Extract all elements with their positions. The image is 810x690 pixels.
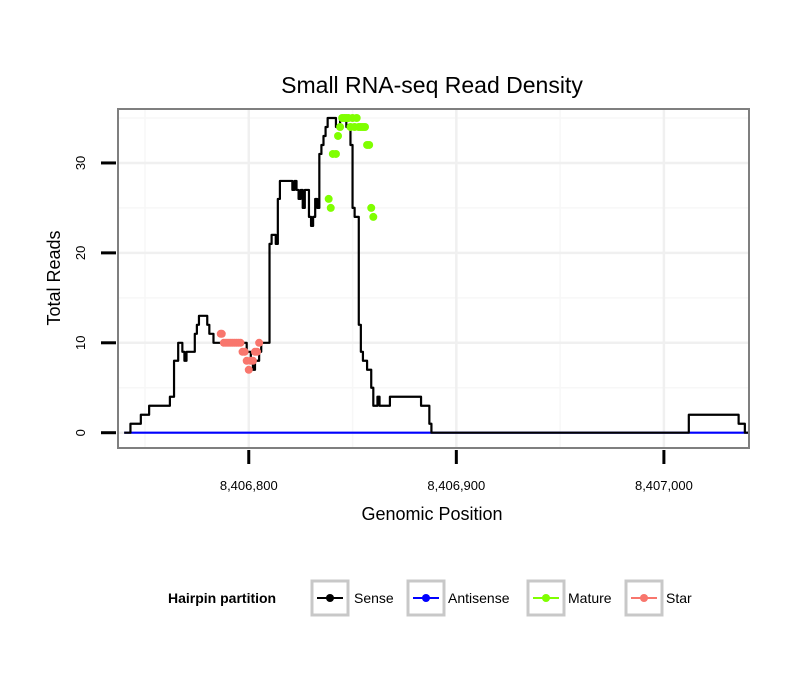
legend: Hairpin partition Sense Antisense Mature St… — [168, 579, 692, 617]
legend-key-dot — [422, 594, 430, 602]
y-axis-label: Total Reads — [44, 230, 64, 325]
star-series-point — [236, 338, 245, 347]
y-tick-label: 20 — [73, 246, 88, 260]
mature-series-point — [334, 131, 343, 140]
mature-series-point — [367, 203, 376, 212]
legend-item-sense: Sense — [310, 579, 394, 617]
legend-item-antisense: Antisense — [406, 579, 510, 617]
sense-series-line — [124, 116, 749, 434]
y-tick-label: 10 — [73, 336, 88, 350]
mature-series-point — [361, 122, 370, 131]
y-tick-label: 30 — [73, 156, 88, 170]
legend-title: Hairpin partition — [168, 590, 276, 606]
x-tick-label: 8,406,800 — [220, 478, 278, 493]
x-tick-label: 8,407,000 — [635, 478, 693, 493]
star-series-point — [240, 347, 249, 356]
legend-item-mature: Mature — [526, 579, 612, 617]
legend-label: Sense — [354, 590, 394, 606]
star-series-point — [255, 338, 264, 347]
x-axis-label: Genomic Position — [361, 504, 502, 524]
star-series-point — [253, 347, 262, 356]
legend-item-star: Star — [624, 579, 692, 617]
mature-series — [324, 113, 378, 221]
x-axis-ticks: 8,406,800 8,406,900 8,407,000 — [220, 450, 693, 493]
data-series — [124, 113, 749, 434]
star-series-point — [217, 329, 226, 338]
plot-panel-background — [118, 109, 749, 448]
mature-series-point — [369, 212, 378, 221]
mature-series-point — [326, 203, 335, 212]
star-series-point — [248, 356, 257, 365]
legend-key-dot — [326, 594, 334, 602]
legend-key-dot — [542, 594, 550, 602]
mature-series-point — [352, 113, 361, 122]
plot-panel-border — [117, 108, 750, 449]
mature-series-point — [365, 140, 374, 149]
mature-series-point — [331, 149, 340, 158]
star-series — [216, 329, 264, 374]
legend-label: Antisense — [448, 590, 510, 606]
mature-series-point — [324, 194, 333, 203]
y-tick-label: 0 — [73, 429, 88, 436]
legend-label: Mature — [568, 590, 612, 606]
y-axis-ticks: 0 10 20 30 — [73, 156, 116, 436]
x-tick-label: 8,406,900 — [427, 478, 485, 493]
legend-label: Star — [666, 590, 692, 606]
mature-series-point — [336, 122, 345, 131]
chart-title: Small RNA-seq Read Density — [281, 72, 583, 98]
star-series-point — [244, 365, 253, 374]
legend-key-dot — [640, 594, 648, 602]
